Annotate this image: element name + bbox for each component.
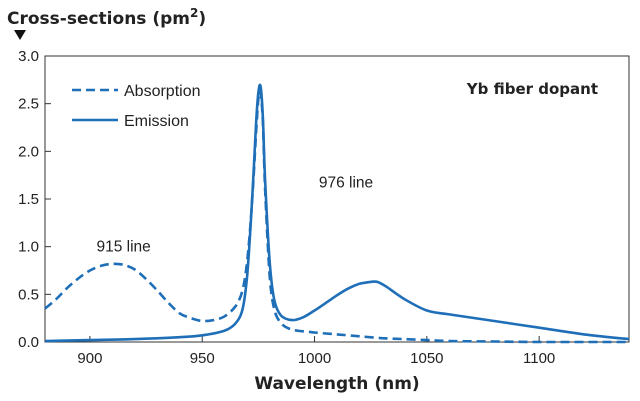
- series-line-emission: [44, 83, 630, 343]
- series-layer: [44, 83, 630, 344]
- y-axis-arrow-icon: [14, 30, 26, 40]
- y-tick-label: 1.0: [18, 239, 39, 256]
- corner-label: Yb fiber dopant: [466, 80, 598, 98]
- annotation-915-line: 915 line: [96, 238, 150, 255]
- x-axis: 900 950 1000 1050 1100: [77, 336, 555, 367]
- legend: Absorption Emission: [72, 83, 201, 130]
- x-tick-label: 900: [77, 350, 102, 367]
- x-tick-label: 1050: [410, 350, 443, 367]
- x-tick-label: 950: [190, 350, 215, 367]
- y-tick-label: 3.0: [18, 48, 39, 65]
- legend-label-absorption: Absorption: [124, 83, 201, 100]
- y-tick-label: 0.0: [18, 334, 39, 351]
- x-tick-label: 1000: [298, 350, 331, 367]
- y-tick-label: 2.5: [18, 96, 39, 113]
- y-tick-label: 0.5: [18, 286, 39, 303]
- annotation-976-line: 976 line: [319, 175, 373, 192]
- y-axis-label-sup: 2: [190, 6, 198, 20]
- y-tick-label: 1.5: [18, 191, 39, 208]
- y-tick-label: 2.0: [18, 143, 39, 160]
- y-axis-label: Cross-sections (pm2): [7, 6, 206, 29]
- legend-label-emission: Emission: [124, 113, 189, 130]
- x-tick-label: 1100: [523, 350, 555, 367]
- x-axis-label: Wavelength (nm): [254, 374, 419, 394]
- y-axis: 0.0 0.5 1.0 1.5 2.0 2.5 3.0: [18, 48, 51, 351]
